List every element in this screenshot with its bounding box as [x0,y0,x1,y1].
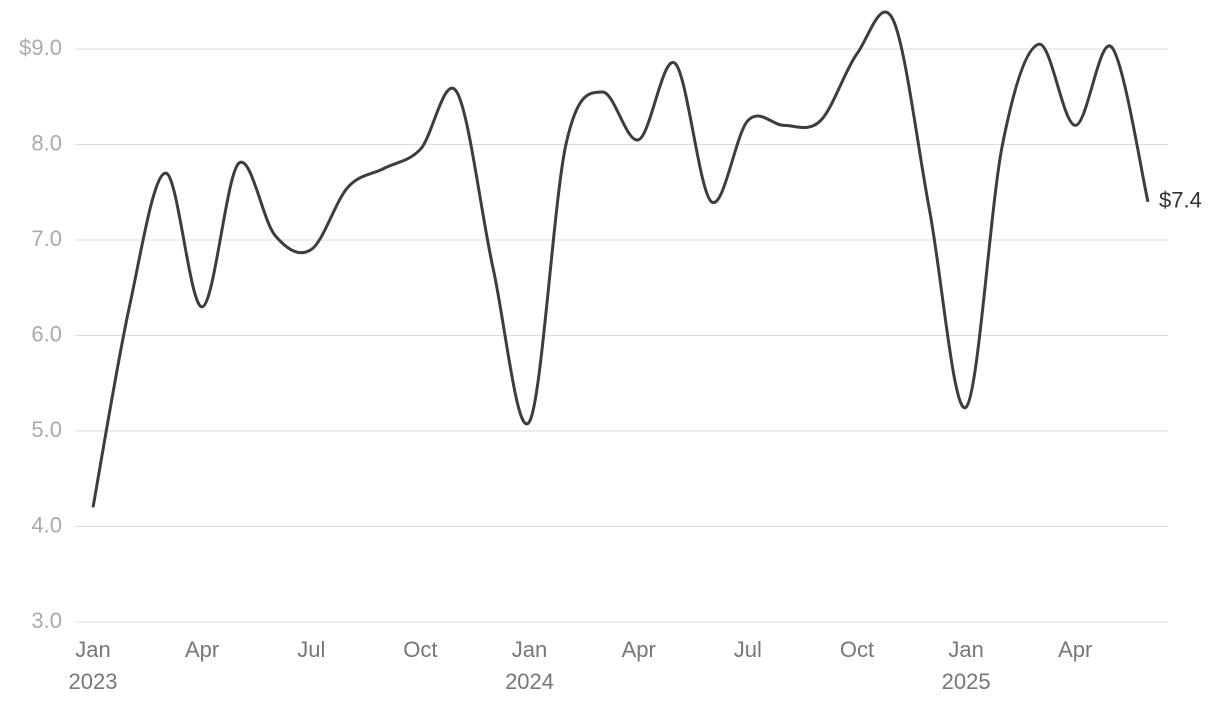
y-tick-label: 6.0 [31,321,62,346]
y-tick-label: 3.0 [31,608,62,633]
x-tick-label: Jan 2025 [942,637,991,694]
x-tick-label: Jul [734,637,762,662]
x-tick-label: Apr [185,637,219,662]
line [91,10,1150,508]
y-tick-label: $9.0 [19,35,62,60]
value-label: $7.4 [1159,188,1202,213]
y-tick-label: 8.0 [31,130,62,155]
x-tick-label: Jan 2024 [505,637,554,694]
x-tick-label: Apr [1058,637,1092,662]
x-tick-label: Oct [840,637,874,662]
y-tick-label: 7.0 [31,226,62,251]
x-tick-label: Jul [297,637,325,662]
x-tick-label: Oct [403,637,437,662]
y-tick-label: 4.0 [31,512,62,537]
x-tick-label: Apr [622,637,656,662]
x-tick-label: Jan 2023 [69,637,118,694]
y-tick-label: 5.0 [31,417,62,442]
